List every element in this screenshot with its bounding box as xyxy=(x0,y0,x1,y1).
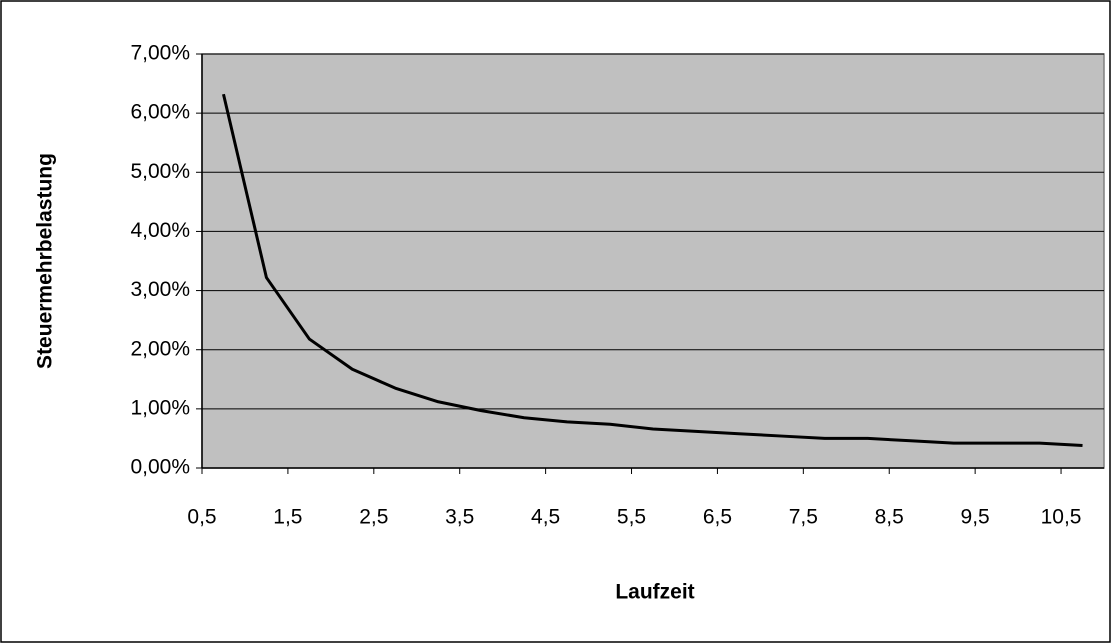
y-tick-label: 1,00% xyxy=(130,396,190,419)
x-tick-label: 9,5 xyxy=(961,506,990,529)
y-tick-label: 7,00% xyxy=(130,42,190,65)
x-tick-label: 5,5 xyxy=(617,506,646,529)
x-tick-label: 2,5 xyxy=(359,506,388,529)
y-tick-label: 0,00% xyxy=(130,456,190,479)
x-tick-label: 3,5 xyxy=(445,506,474,529)
y-axis-title: Steuermehrbelastung xyxy=(34,153,57,369)
x-tick-label: 0,5 xyxy=(187,506,216,529)
plot-area xyxy=(201,53,1105,469)
x-tick-label: 10,5 xyxy=(1041,506,1082,529)
y-tick-label: 2,00% xyxy=(130,337,190,360)
y-tick-label: 4,00% xyxy=(130,219,190,242)
y-tick-label: 5,00% xyxy=(130,160,190,183)
x-tick-label: 8,5 xyxy=(875,506,904,529)
x-tick-label: 7,5 xyxy=(789,506,818,529)
x-tick-label: 4,5 xyxy=(531,506,560,529)
y-tick-label: 3,00% xyxy=(130,278,190,301)
y-tick-label: 6,00% xyxy=(130,101,190,124)
x-tick-label: 6,5 xyxy=(703,506,732,529)
x-tick-label: 1,5 xyxy=(273,506,302,529)
x-axis-title: Laufzeit xyxy=(615,581,694,604)
data-line xyxy=(222,93,1083,448)
